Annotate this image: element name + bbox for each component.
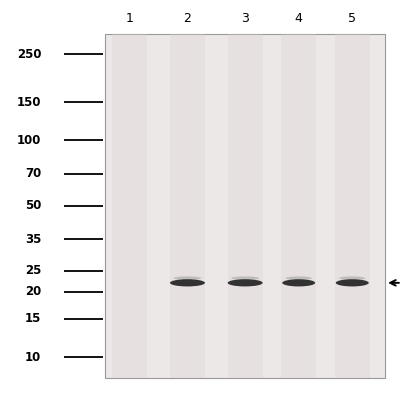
Text: 2: 2 (183, 12, 192, 24)
Ellipse shape (227, 279, 262, 286)
Text: 50: 50 (25, 199, 41, 212)
Bar (105, 34, 385, 378)
Ellipse shape (286, 276, 312, 280)
Ellipse shape (170, 279, 205, 286)
Text: 150: 150 (17, 96, 41, 109)
Text: 25: 25 (25, 264, 41, 277)
Bar (281, 34, 316, 378)
Ellipse shape (282, 279, 315, 286)
Text: 35: 35 (25, 233, 41, 246)
Text: 15: 15 (25, 312, 41, 325)
Text: 1: 1 (126, 12, 134, 24)
Text: 3: 3 (241, 12, 249, 24)
Bar (227, 34, 262, 378)
Ellipse shape (336, 279, 369, 286)
Ellipse shape (231, 276, 259, 280)
Text: 100: 100 (17, 134, 41, 147)
Text: 4: 4 (295, 12, 303, 24)
Ellipse shape (339, 276, 365, 280)
Text: 10: 10 (25, 350, 41, 364)
Ellipse shape (173, 276, 201, 280)
Bar (335, 34, 370, 378)
Text: 70: 70 (25, 168, 41, 180)
Bar (112, 34, 147, 378)
Text: 5: 5 (348, 12, 356, 24)
Bar (170, 34, 205, 378)
Text: 20: 20 (25, 285, 41, 298)
Text: 250: 250 (17, 48, 41, 61)
